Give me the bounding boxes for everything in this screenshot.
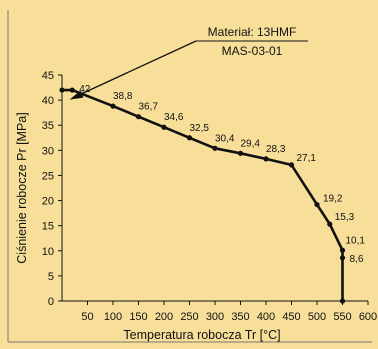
series-line xyxy=(62,88,344,301)
y-tick-label: 30 xyxy=(42,145,54,157)
data-label: 30,4 xyxy=(215,133,235,144)
x-tick-label: 100 xyxy=(104,311,122,323)
data-label: 19,2 xyxy=(323,194,343,205)
annotation-mas: MAS-03-01 xyxy=(222,44,283,58)
y-tick-label: 10 xyxy=(42,246,54,258)
annotation-arrow-line xyxy=(75,40,197,98)
data-point xyxy=(339,255,346,261)
y-tick-label: 0 xyxy=(48,296,54,308)
data-label: 36,7 xyxy=(139,102,159,113)
x-tick-label: 200 xyxy=(155,311,173,323)
data-label: 34,6 xyxy=(164,112,184,123)
data-point xyxy=(339,298,346,304)
data-point xyxy=(339,247,346,253)
y-tick-label: 45 xyxy=(42,70,54,82)
x-tick-label: 450 xyxy=(282,311,300,323)
x-tick-label: 500 xyxy=(308,311,326,323)
data-point xyxy=(186,135,193,141)
data-point xyxy=(237,150,244,156)
axes: 0 5 10 15 20 25 30 35 40 45 50 100 150 200 250 300 350 40… xyxy=(7,10,377,343)
data-point xyxy=(135,114,142,120)
x-tick-label: 250 xyxy=(180,311,198,323)
data-point xyxy=(110,103,116,109)
data-label: 29,4 xyxy=(241,138,261,149)
annotation-layer: Materiał: 13HMF MAS-03-01 xyxy=(69,25,308,100)
x-tick-label: 600 xyxy=(359,311,377,323)
data-label: 15,3 xyxy=(335,212,355,223)
data-point xyxy=(161,124,167,130)
y-tick-label: 5 xyxy=(48,271,54,283)
data-point xyxy=(212,145,218,151)
data-label: 10,1 xyxy=(346,235,366,246)
annotation-arrow-head xyxy=(69,90,84,100)
y-tick-label: 40 xyxy=(42,95,54,107)
data-point xyxy=(263,156,269,162)
data-label: 27,1 xyxy=(297,153,317,164)
y-tick-label: 20 xyxy=(42,196,54,208)
data-label: 32,5 xyxy=(190,123,210,134)
x-tick-label: 350 xyxy=(231,311,249,323)
data-label: 8,6 xyxy=(350,254,364,265)
x-tick-label: 50 xyxy=(81,311,93,323)
data-point xyxy=(69,87,75,93)
series-layer: 42 38,8 36,7 34,6 32,5 30,4 29,4 28,3 27,1 19,2 15… xyxy=(59,84,365,304)
y-tick-label: 15 xyxy=(42,221,54,233)
data-point xyxy=(288,162,295,168)
y-axis-title: Ciśnienie robocze Pr [MPa] xyxy=(15,112,29,263)
x-tick-label: 550 xyxy=(333,311,351,323)
y-tick-label: 25 xyxy=(42,170,54,182)
data-label: 42 xyxy=(79,84,91,95)
data-label: 38,8 xyxy=(113,91,133,102)
data-point xyxy=(314,201,320,208)
x-axis-title: Temperatura robocza Tr [°C] xyxy=(123,328,280,342)
annotation-material: Materiał: 13HMF xyxy=(208,25,297,39)
x-tick-label: 300 xyxy=(206,311,224,323)
x-tick-label: 150 xyxy=(129,311,147,323)
data-label: 28,3 xyxy=(266,144,286,155)
y-tick-label: 35 xyxy=(42,120,54,132)
data-point xyxy=(327,221,333,227)
data-point xyxy=(59,87,65,93)
x-tick-label: 400 xyxy=(257,311,275,323)
